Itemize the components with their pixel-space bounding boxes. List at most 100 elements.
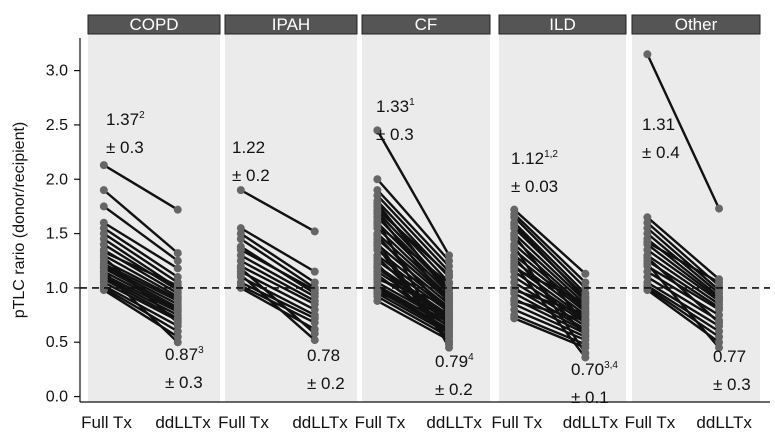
- ddlltx-point: [445, 323, 454, 332]
- full-tx-point: [643, 260, 652, 269]
- ddlltx-point: [445, 270, 454, 279]
- paired-line: [103, 221, 179, 270]
- panel-ild: ILD 1.121,2 ± 0.03 0.703,4 ± 0.1: [498, 14, 627, 407]
- panel-background: [88, 34, 220, 402]
- paired-line: [513, 208, 587, 275]
- paired-line: [103, 281, 179, 322]
- panel-header: [224, 14, 358, 35]
- full-tx-point: [373, 296, 382, 305]
- paired-line: [646, 263, 720, 349]
- annotation-value: 1.37: [106, 110, 139, 129]
- category-label-full-tx: Full Tx: [81, 413, 132, 432]
- paired-line: [513, 213, 587, 284]
- paired-line: [103, 265, 179, 306]
- panels-layer: COPD 1.372 ± 0.3 0.873 ± 0.3 IPAH 1.22 ± 0.2 0.7…: [87, 14, 761, 407]
- annotation-superscript: 1: [409, 97, 415, 108]
- ddlltx-point: [581, 316, 590, 325]
- full-tx-point: [99, 248, 108, 257]
- category-label-full-tx: Full Tx: [355, 413, 406, 432]
- paired-line: [103, 286, 179, 333]
- category-label-full-tx: Full Tx: [625, 413, 676, 432]
- full-tx-point: [373, 231, 382, 240]
- paired-line: [513, 288, 586, 316]
- paired-line: [103, 254, 179, 298]
- annotation-value: 0.77: [713, 347, 746, 366]
- paired-line: [103, 232, 179, 284]
- paired-line: [103, 250, 179, 287]
- panel-title: Other: [675, 15, 718, 34]
- paired-line: [646, 254, 720, 306]
- ddlltx-point: [445, 279, 454, 288]
- annotation-value: 0.70: [571, 360, 604, 379]
- ddlltx-point: [581, 309, 590, 318]
- annotation-superscript: 1,2: [544, 149, 558, 160]
- y-tick-label: 1.5: [46, 226, 68, 243]
- ddlltx-point: [310, 329, 319, 338]
- y-tick-label: 0.0: [46, 389, 68, 406]
- annotation-sd: ± 0.2: [232, 166, 270, 185]
- panel-title: COPD: [129, 15, 178, 34]
- full-tx-point: [510, 296, 519, 305]
- paired-line: [646, 284, 720, 333]
- full-tx-point: [373, 270, 382, 279]
- annotation-mean: 0.873: [165, 345, 204, 364]
- paired-line: [646, 53, 721, 210]
- paired-line: [376, 189, 450, 268]
- paired-line: [646, 248, 720, 302]
- ddlltx-point: [173, 256, 182, 265]
- annotation-mean: 1.372: [106, 110, 145, 129]
- paired-line: [240, 189, 316, 233]
- panel-header: [631, 14, 761, 35]
- full-tx-point: [510, 253, 519, 262]
- paired-line: [513, 303, 586, 338]
- paired-line: [103, 273, 179, 313]
- paired-line: [513, 299, 586, 322]
- annotation-superscript: 3,4: [604, 360, 618, 371]
- annotation-value: 0.78: [307, 346, 340, 365]
- full-tx-point: [99, 161, 108, 170]
- full-tx-point: [373, 126, 382, 135]
- paired-line: [103, 227, 179, 279]
- panel-copd: COPD 1.372 ± 0.3 0.873 ± 0.3: [87, 14, 221, 402]
- paired-line: [240, 265, 316, 306]
- category-label-full-tx: Full Tx: [491, 413, 542, 432]
- paired-line: [103, 164, 179, 211]
- y-tick-label: 2.0: [46, 171, 68, 188]
- annotation-superscript: 2: [139, 110, 145, 121]
- paired-line: [646, 227, 720, 291]
- full-tx-point: [373, 210, 382, 219]
- paired-line: [376, 219, 451, 349]
- paired-line: [376, 273, 450, 328]
- paired-line: [646, 241, 720, 284]
- full-tx-point: [510, 264, 519, 273]
- y-tick-label: 1.0: [46, 280, 68, 297]
- annotation-sd: ± 0.3: [106, 138, 144, 157]
- paired-line: [240, 284, 316, 324]
- ddlltx-point: [310, 267, 319, 276]
- annotation-value: 1.22: [232, 138, 265, 157]
- paired-line: [376, 213, 450, 304]
- paired-line: [646, 286, 720, 338]
- ddlltx-point: [445, 316, 454, 325]
- panel-title: CF: [415, 15, 438, 34]
- full-tx-point: [373, 242, 382, 251]
- ddlltx-point: [715, 318, 724, 327]
- paired-line: [376, 291, 450, 322]
- annotation-mean: 1.331: [376, 97, 415, 116]
- ddlltx-point: [173, 264, 182, 273]
- ddlltx-point: [581, 331, 590, 340]
- ddlltx-point: [581, 353, 590, 362]
- paired-line: [240, 227, 316, 273]
- full-tx-point: [373, 175, 382, 184]
- paired-line: [103, 189, 179, 255]
- panel-title: IPAH: [272, 15, 310, 34]
- ddlltx-point: [445, 290, 454, 299]
- paired-line: [376, 202, 450, 296]
- full-tx-point: [236, 245, 245, 254]
- annotation-sd: ± 0.1: [571, 388, 609, 407]
- category-label-ddlltx: ddLLTx: [696, 413, 752, 432]
- paired-line: [513, 216, 587, 289]
- ddlltx-point: [715, 343, 724, 352]
- y-tick-label: 0.5: [46, 334, 68, 351]
- paired-line: [513, 221, 587, 295]
